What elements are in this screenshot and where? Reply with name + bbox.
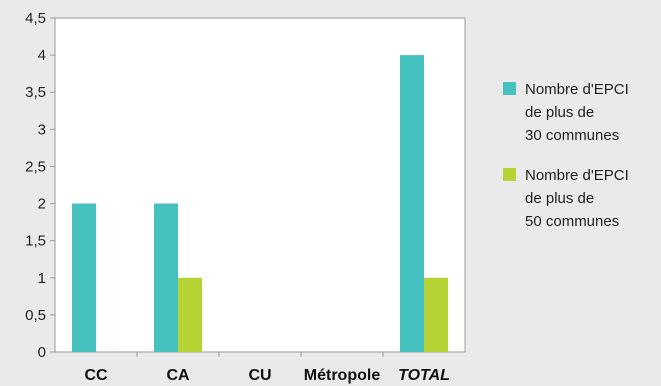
y-tick-label: 1,5 <box>25 233 46 250</box>
bar-series-1-total <box>400 55 424 352</box>
x-category-label: CA <box>166 367 190 384</box>
y-tick-label: 4,5 <box>25 10 46 27</box>
legend-label-line: de plus de <box>525 104 594 121</box>
y-axis: 0 0,5 1 1,5 2 2,5 3 3,5 4 4,5 <box>25 10 55 361</box>
x-category-label: TOTAL <box>398 367 450 384</box>
legend-swatch-1 <box>503 82 516 95</box>
legend-label-line: 30 communes <box>525 127 619 144</box>
plot-area <box>54 17 466 353</box>
legend-label-line: Nombre d'EPCI <box>525 81 629 98</box>
bar-series-1-cc <box>72 203 96 352</box>
legend-label-line: 50 communes <box>525 213 619 230</box>
y-tick-label: 3 <box>38 121 46 138</box>
y-tick-label: 0,5 <box>25 307 46 324</box>
y-tick-label: 3,5 <box>25 84 46 101</box>
y-tick-label: 1 <box>38 270 46 287</box>
bars <box>72 55 448 352</box>
x-category-label: Métropole <box>304 367 381 384</box>
x-category-label: CU <box>248 367 271 384</box>
legend-swatch-2 <box>503 168 516 181</box>
legend-label-line: de plus de <box>525 190 594 207</box>
y-tick-label: 2 <box>38 196 46 213</box>
bar-series-2-ca <box>178 277 202 352</box>
legend: Nombre d'EPCI de plus de 30 communes Nombre… <box>503 81 629 230</box>
y-tick-label: 0 <box>38 344 46 361</box>
bar-series-2-total <box>424 277 448 352</box>
x-category-label: CC <box>84 367 108 384</box>
bar-series-1-ca <box>154 203 178 352</box>
x-axis: CC CA CU Métropole TOTAL <box>84 352 450 384</box>
y-tick-label: 2,5 <box>25 158 46 175</box>
y-tick-label: 4 <box>38 47 46 64</box>
legend-label-line: Nombre d'EPCI <box>525 167 629 184</box>
